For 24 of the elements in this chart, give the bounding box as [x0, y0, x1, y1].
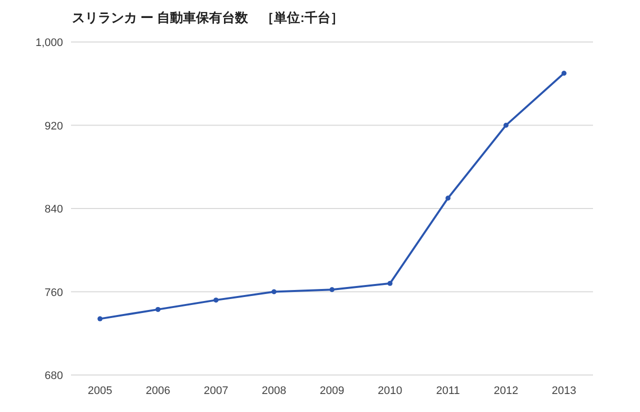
point	[272, 289, 276, 294]
x-tick-label: 2010	[378, 385, 402, 397]
y-tick-label: 920	[44, 120, 63, 132]
y-tick-label: 1,000	[35, 37, 63, 49]
point	[388, 280, 392, 286]
point	[214, 298, 218, 303]
y-tick-label: 840	[44, 204, 63, 216]
point	[446, 196, 450, 201]
point	[156, 306, 160, 312]
x-tick-label: 2007	[204, 385, 228, 397]
x-tick-label: 2011	[436, 385, 460, 397]
x-tick-label: 2009	[320, 385, 344, 397]
point	[98, 316, 102, 322]
x-tick-label: 2012	[494, 385, 518, 397]
y-tick-label: 680	[44, 370, 63, 382]
point	[562, 70, 566, 76]
x-tick-label: 2008	[262, 385, 286, 397]
chart-title: スリランカ ー 自動車保有台数 ［単位:千台］	[72, 10, 344, 25]
y-tick-label: 760	[44, 286, 63, 299]
x-tick-label: 2006	[146, 385, 170, 397]
point	[504, 122, 508, 128]
x-tick-label: 2013	[552, 385, 576, 397]
point	[330, 287, 334, 292]
x-tick-label: 2005	[88, 385, 112, 397]
